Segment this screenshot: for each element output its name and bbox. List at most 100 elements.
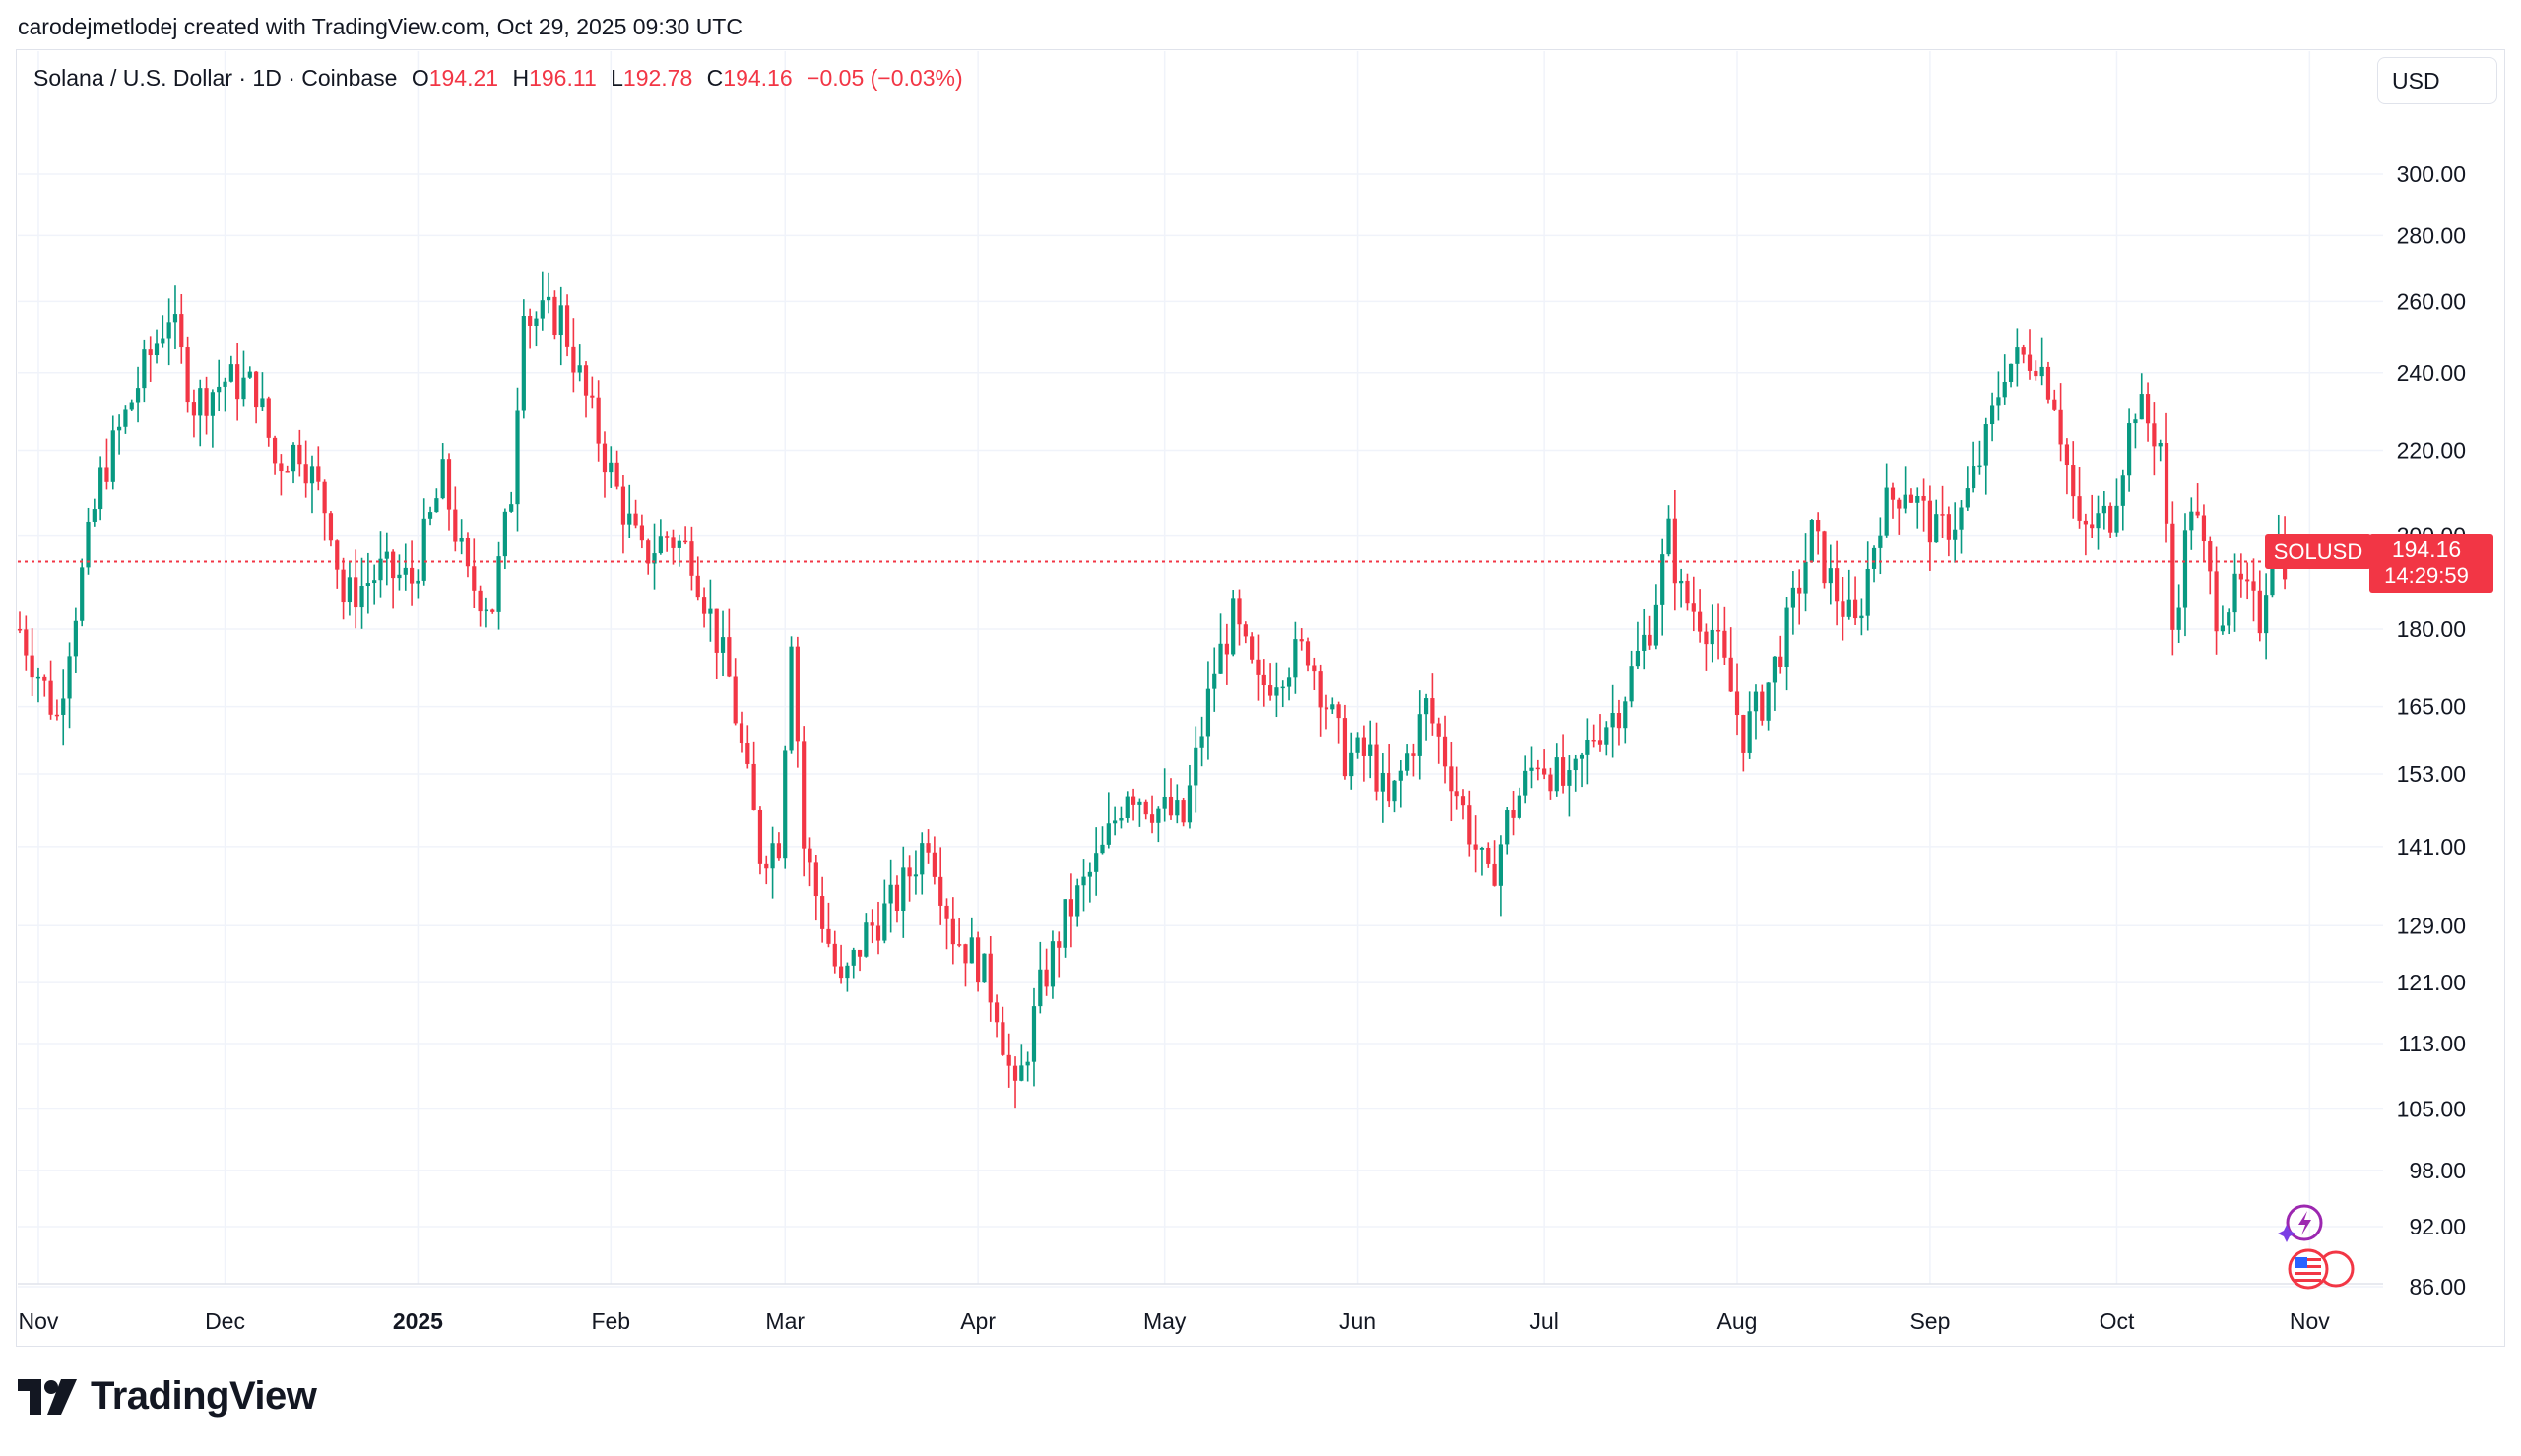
candle-body [24,629,29,656]
candle-body [1841,601,1845,617]
candle-body [2201,515,2207,542]
candle-body [347,577,353,603]
candle-body [117,426,122,431]
candle-body [1467,805,1472,845]
candle-body [658,536,663,554]
time-tick-label: Aug [1717,1308,1758,1334]
candle-body [826,928,831,944]
candle-body [247,371,252,378]
candle-body [1231,598,1236,655]
candle-body [633,513,638,526]
candle-body [620,486,626,525]
candle-body [1473,844,1478,850]
candle-body [695,575,700,598]
time-tick-label: Mar [765,1308,805,1334]
candle-body [1044,969,1049,987]
candle-body [2034,370,2038,377]
lightning-icon[interactable] [2278,1204,2323,1242]
candle-body [1940,514,1945,516]
candle-body [421,518,426,581]
candle-body [2214,571,2219,632]
candle-body [1405,753,1410,771]
candle-body [1368,744,1373,756]
candle-body [646,540,651,564]
close-value: 194.16 [723,65,793,91]
candle-body [1436,723,1441,737]
candle-body [720,637,726,653]
candle-body [802,741,807,849]
candle-body [1772,656,1778,683]
price-tick-label: 105.00 [2397,1096,2466,1121]
candle-body [813,862,818,897]
candle-body [2139,394,2144,420]
candle-body [110,430,115,482]
candle-body [547,296,551,301]
candle-body [1305,641,1311,666]
candle-body [1610,713,1615,728]
price-tick-label: 92.00 [2409,1214,2466,1239]
candle-body [35,676,41,679]
candle-body [515,410,520,505]
price-axis: 300.00280.00260.00240.00220.00200.00180.… [2397,161,2466,1299]
candle-body [2108,505,2113,533]
candle-body [2090,524,2095,529]
candle-body [1996,397,2001,406]
candle-body [671,537,676,548]
candle-body [1149,814,1155,823]
candle-body [745,743,750,764]
candle-body [727,637,732,677]
candle-body [1081,876,1086,886]
candle-body [86,521,91,568]
candle-body [2052,399,2057,410]
candle-body [882,903,887,941]
candle-body [322,481,327,514]
candle-body [453,509,458,542]
candle-body [2208,541,2213,572]
candle-body [665,536,670,538]
candle-body [1380,772,1385,792]
candle-body [757,809,763,864]
candle-body [1087,871,1092,877]
candle-body [1057,941,1062,948]
candle-body [558,305,563,336]
candle-body [2101,505,2106,514]
candle-body [609,462,614,473]
candle-body [932,852,937,877]
candle-body [1846,599,1851,617]
candle-body [2232,573,2237,613]
candle-body [2145,394,2151,424]
candle-body [1747,711,1752,753]
candle-body [1336,704,1341,719]
candle-body [1604,727,1609,745]
candle-body [1156,808,1161,823]
candle-body [1591,739,1596,742]
currency-button[interactable]: USD [2377,57,2497,104]
candle-body [820,896,825,929]
tradingview-logo[interactable]: TradingView [18,1374,317,1419]
candle-body [1299,639,1304,642]
candle-body [1953,529,1958,540]
candle-body [254,371,259,408]
candle-body [1897,499,1902,509]
candle-body [1355,737,1360,753]
high-value: 196.11 [529,65,597,91]
candle-body [1417,714,1422,756]
candle-body [1648,634,1652,646]
candle-body [2238,573,2243,580]
candle-body [80,567,85,621]
candle-body [1554,757,1559,792]
candle-body [1205,688,1211,737]
grid-lines [18,51,2383,1288]
candle-body [2245,579,2250,582]
candle-body [2270,552,2275,596]
candle-body [1597,740,1603,745]
candle-body [509,504,514,512]
candle-body [1921,496,1926,501]
candle-body [938,876,943,906]
us-flag-event-icon[interactable] [2288,1248,2355,1290]
candle-body [1224,643,1229,655]
candle-body [228,364,233,382]
candle-body [1523,770,1528,796]
candle-body [1019,1065,1024,1081]
